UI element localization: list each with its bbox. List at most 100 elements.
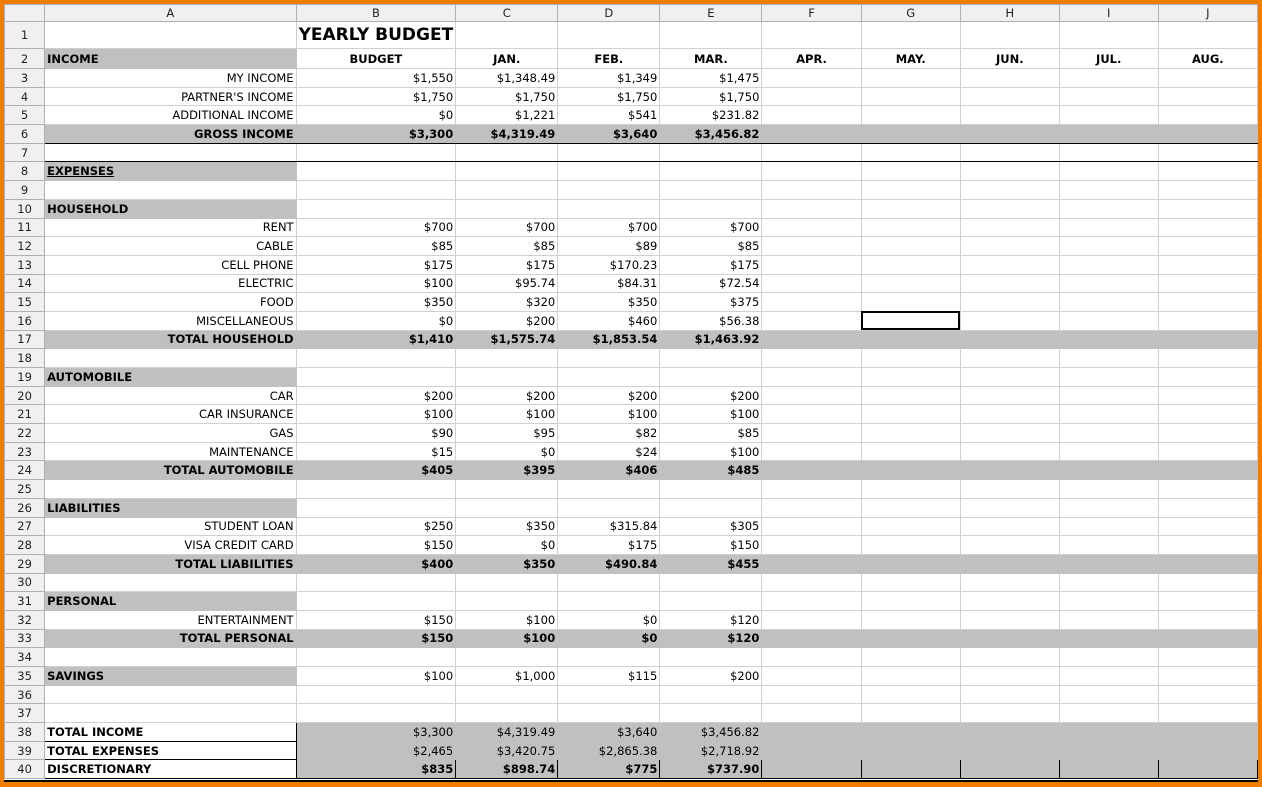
cell-d4[interactable]: $1,750 bbox=[557, 86, 661, 107]
cell-d1[interactable] bbox=[557, 21, 661, 49]
cell-g12[interactable] bbox=[860, 236, 961, 256]
cell-f2[interactable]: APR. bbox=[761, 48, 862, 69]
cell-e10[interactable] bbox=[659, 198, 763, 219]
row-header-18[interactable]: 18 bbox=[4, 348, 46, 368]
cell-a3[interactable]: MY INCOME bbox=[44, 68, 297, 88]
cell-i35[interactable] bbox=[1058, 666, 1159, 686]
cell-h5[interactable] bbox=[959, 105, 1060, 126]
cell-f32[interactable] bbox=[761, 609, 862, 630]
cell-j26[interactable] bbox=[1157, 497, 1258, 518]
cell-e6[interactable]: $3,456.82 bbox=[659, 124, 763, 144]
cell-c10[interactable] bbox=[455, 198, 559, 219]
cell-d32[interactable]: $0 bbox=[557, 609, 661, 630]
cell-d36[interactable] bbox=[557, 684, 661, 705]
row-header-3[interactable]: 3 bbox=[4, 68, 46, 88]
column-header-e[interactable]: E bbox=[659, 4, 763, 22]
cell-j5[interactable] bbox=[1157, 105, 1258, 126]
row-header-25[interactable]: 25 bbox=[4, 479, 46, 499]
cell-j7[interactable] bbox=[1157, 142, 1258, 163]
cell-a37[interactable] bbox=[44, 703, 297, 724]
cell-h20[interactable] bbox=[959, 385, 1060, 406]
cell-a39[interactable]: TOTAL EXPENSES bbox=[44, 740, 297, 761]
cell-i13[interactable] bbox=[1058, 254, 1159, 275]
cell-a40[interactable]: DISCRETIONARY bbox=[44, 759, 297, 780]
cell-i31[interactable] bbox=[1058, 591, 1159, 611]
cell-b15[interactable]: $350 bbox=[295, 292, 457, 312]
cell-e2[interactable]: MAR. bbox=[659, 48, 763, 69]
cell-d27[interactable]: $315.84 bbox=[557, 516, 661, 537]
cell-e21[interactable]: $100 bbox=[659, 404, 763, 425]
cell-g8[interactable] bbox=[860, 161, 961, 182]
cell-j12[interactable] bbox=[1157, 236, 1258, 256]
row-header-26[interactable]: 26 bbox=[4, 497, 46, 518]
cell-a11[interactable]: RENT bbox=[44, 217, 297, 238]
cell-g24[interactable] bbox=[860, 460, 961, 481]
cell-j32[interactable] bbox=[1157, 609, 1258, 630]
cell-i8[interactable] bbox=[1058, 161, 1159, 182]
row-header-27[interactable]: 27 bbox=[4, 516, 46, 537]
cell-g33[interactable] bbox=[860, 628, 961, 649]
cell-a27[interactable]: STUDENT LOAN bbox=[44, 516, 297, 537]
cell-j31[interactable] bbox=[1157, 591, 1258, 611]
cell-j36[interactable] bbox=[1157, 684, 1258, 705]
cell-g25[interactable] bbox=[860, 479, 961, 499]
column-header-i[interactable]: I bbox=[1058, 4, 1159, 22]
row-header-28[interactable]: 28 bbox=[4, 535, 46, 555]
cell-c23[interactable]: $0 bbox=[455, 441, 559, 462]
cell-h32[interactable] bbox=[959, 609, 1060, 630]
cell-g6[interactable] bbox=[860, 124, 961, 144]
row-header-39[interactable]: 39 bbox=[4, 740, 46, 761]
cell-i27[interactable] bbox=[1058, 516, 1159, 537]
cell-f20[interactable] bbox=[761, 385, 862, 406]
cell-a19[interactable]: AUTOMOBILE bbox=[44, 367, 297, 387]
cell-j38[interactable] bbox=[1157, 722, 1258, 742]
cell-a4[interactable]: PARTNER'S INCOME bbox=[44, 86, 297, 107]
cell-f35[interactable] bbox=[761, 666, 862, 686]
cell-e27[interactable]: $305 bbox=[659, 516, 763, 537]
cell-c40[interactable]: $898.74 bbox=[455, 759, 559, 780]
cell-e34[interactable] bbox=[659, 647, 763, 667]
cell-f39[interactable] bbox=[761, 740, 862, 761]
cell-b19[interactable] bbox=[295, 367, 457, 387]
row-header-17[interactable]: 17 bbox=[4, 329, 46, 350]
cell-g15[interactable] bbox=[860, 292, 961, 312]
cell-d8[interactable] bbox=[557, 161, 661, 182]
cell-f4[interactable] bbox=[761, 86, 862, 107]
cell-j34[interactable] bbox=[1157, 647, 1258, 667]
cell-j40[interactable] bbox=[1157, 759, 1258, 780]
cell-h25[interactable] bbox=[959, 479, 1060, 499]
cell-h14[interactable] bbox=[959, 273, 1060, 294]
cell-c35[interactable]: $1,000 bbox=[455, 666, 559, 686]
cell-b28[interactable]: $150 bbox=[295, 535, 457, 555]
cell-a36[interactable] bbox=[44, 684, 297, 705]
cell-j30[interactable] bbox=[1157, 572, 1258, 593]
cell-j27[interactable] bbox=[1157, 516, 1258, 537]
cell-d33[interactable]: $0 bbox=[557, 628, 661, 649]
cell-i7[interactable] bbox=[1058, 142, 1159, 163]
cell-i29[interactable] bbox=[1058, 553, 1159, 574]
cell-h1[interactable] bbox=[959, 21, 1060, 49]
cell-b4[interactable]: $1,750 bbox=[295, 86, 457, 107]
cell-g13[interactable] bbox=[860, 254, 961, 275]
cell-f15[interactable] bbox=[761, 292, 862, 312]
cell-d17[interactable]: $1,853.54 bbox=[557, 329, 661, 350]
cell-c6[interactable]: $4,319.49 bbox=[455, 124, 559, 144]
cell-e37[interactable] bbox=[659, 703, 763, 724]
cell-h7[interactable] bbox=[959, 142, 1060, 163]
cell-e16[interactable]: $56.38 bbox=[659, 310, 763, 331]
cell-j28[interactable] bbox=[1157, 535, 1258, 555]
row-header-35[interactable]: 35 bbox=[4, 666, 46, 686]
cell-c2[interactable]: JAN. bbox=[455, 48, 559, 69]
cell-a16[interactable]: MISCELLANEOUS bbox=[44, 310, 297, 331]
cell-h39[interactable] bbox=[959, 740, 1060, 761]
cell-c29[interactable]: $350 bbox=[455, 553, 559, 574]
cell-j20[interactable] bbox=[1157, 385, 1258, 406]
cell-e19[interactable] bbox=[659, 367, 763, 387]
cell-c9[interactable] bbox=[455, 180, 559, 200]
cell-j18[interactable] bbox=[1157, 348, 1258, 368]
cell-e5[interactable]: $231.82 bbox=[659, 105, 763, 126]
cell-h2[interactable]: JUN. bbox=[959, 48, 1060, 69]
cell-i4[interactable] bbox=[1058, 86, 1159, 107]
cell-e32[interactable]: $120 bbox=[659, 609, 763, 630]
